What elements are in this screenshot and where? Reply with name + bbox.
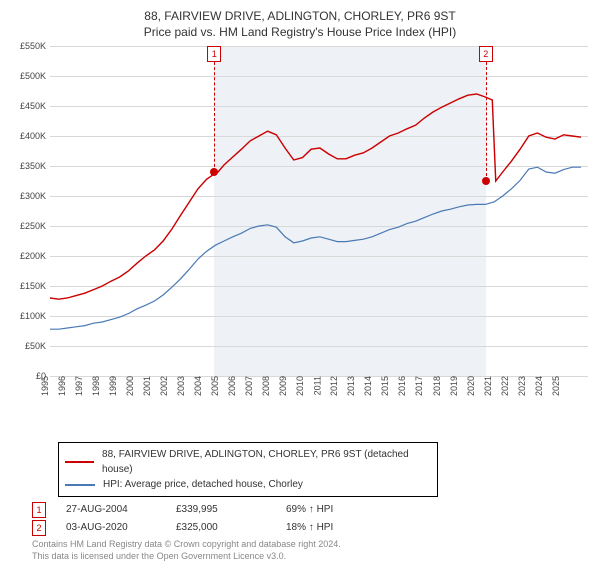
sale-price: £339,995 [176, 501, 266, 519]
x-tick-label: 1998 [91, 376, 101, 396]
sale-price: £325,000 [176, 519, 266, 537]
footer-line1: Contains HM Land Registry data © Crown c… [32, 539, 588, 551]
legend-item: 88, FAIRVIEW DRIVE, ADLINGTON, CHORLEY, … [65, 447, 431, 477]
plot-area: 12 1995199619971998199920002001200220032… [50, 46, 588, 377]
x-tick-label: 2009 [278, 376, 288, 396]
x-tick-label: 1997 [74, 376, 84, 396]
x-tick-label: 2004 [193, 376, 203, 396]
legend: 88, FAIRVIEW DRIVE, ADLINGTON, CHORLEY, … [58, 442, 438, 497]
x-axis: 1995199619971998199920002001200220032004… [50, 376, 588, 408]
sale-delta: 18% ↑ HPI [286, 519, 376, 537]
sale-marker-number: 1 [207, 46, 221, 62]
x-tick-label: 2008 [261, 376, 271, 396]
x-tick-label: 2006 [227, 376, 237, 396]
sale-number-icon: 1 [32, 502, 46, 518]
x-tick-label: 1999 [108, 376, 118, 396]
y-tick-label: £350K [20, 161, 46, 171]
x-tick-label: 2012 [329, 376, 339, 396]
y-tick-label: £300K [20, 191, 46, 201]
sale-date: 03-AUG-2020 [66, 519, 156, 537]
x-tick-label: 2014 [363, 376, 373, 396]
footer-attribution: Contains HM Land Registry data © Crown c… [32, 539, 588, 562]
x-tick-label: 2003 [176, 376, 186, 396]
sale-marker-line [214, 62, 215, 172]
y-tick-label: £500K [20, 71, 46, 81]
y-tick-label: £100K [20, 311, 46, 321]
x-tick-label: 2022 [500, 376, 510, 396]
x-tick-label: 2005 [210, 376, 220, 396]
x-tick-label: 2025 [551, 376, 561, 396]
sale-point-icon [210, 168, 218, 176]
sale-row: 2 03-AUG-2020 £325,000 18% ↑ HPI [32, 519, 588, 537]
sale-marker-number: 2 [479, 46, 493, 62]
x-tick-label: 2023 [517, 376, 527, 396]
hpi-line [50, 168, 581, 330]
x-tick-label: 2013 [346, 376, 356, 396]
chart-title-address: 88, FAIRVIEW DRIVE, ADLINGTON, CHORLEY, … [12, 8, 588, 24]
sale-delta: 69% ↑ HPI [286, 501, 376, 519]
chart-container: £0£50K£100K£150K£200K£250K£300K£350K£400… [12, 46, 588, 408]
sale-number-icon: 2 [32, 520, 46, 536]
legend-label: 88, FAIRVIEW DRIVE, ADLINGTON, CHORLEY, … [102, 447, 431, 477]
x-tick-label: 2015 [380, 376, 390, 396]
sale-marker-line [486, 62, 487, 181]
x-tick-label: 2016 [397, 376, 407, 396]
sale-point-icon [482, 177, 490, 185]
x-tick-label: 2002 [159, 376, 169, 396]
y-tick-label: £150K [20, 281, 46, 291]
legend-swatch-icon [65, 461, 94, 463]
x-tick-label: 2019 [449, 376, 459, 396]
x-tick-label: 2021 [483, 376, 493, 396]
y-tick-label: £450K [20, 101, 46, 111]
sale-row: 1 27-AUG-2004 £339,995 69% ↑ HPI [32, 501, 588, 519]
x-tick-label: 2020 [466, 376, 476, 396]
x-tick-label: 2011 [313, 376, 323, 395]
x-tick-label: 1996 [57, 376, 67, 396]
y-tick-label: £50K [25, 341, 46, 351]
footer-line2: This data is licensed under the Open Gov… [32, 551, 588, 563]
sale-date: 27-AUG-2004 [66, 501, 156, 519]
legend-item: HPI: Average price, detached house, Chor… [65, 477, 431, 492]
y-tick-label: £400K [20, 131, 46, 141]
x-tick-label: 2001 [142, 376, 152, 396]
x-tick-label: 1995 [40, 376, 50, 396]
y-tick-label: £250K [20, 221, 46, 231]
sale-transactions: 1 27-AUG-2004 £339,995 69% ↑ HPI 2 03-AUG-202… [32, 501, 588, 537]
x-tick-label: 2010 [295, 376, 305, 396]
x-tick-label: 2018 [432, 376, 442, 396]
y-tick-label: £550K [20, 41, 46, 51]
x-tick-label: 2000 [125, 376, 135, 396]
chart-subtitle: Price paid vs. HM Land Registry's House … [12, 24, 588, 40]
legend-swatch-icon [65, 484, 95, 486]
y-axis: £0£50K£100K£150K£200K£250K£300K£350K£400… [12, 46, 50, 376]
x-tick-label: 2017 [414, 376, 424, 396]
legend-label: HPI: Average price, detached house, Chor… [103, 477, 303, 492]
x-tick-label: 2007 [244, 376, 254, 396]
x-tick-label: 2024 [534, 376, 544, 396]
y-tick-label: £200K [20, 251, 46, 261]
